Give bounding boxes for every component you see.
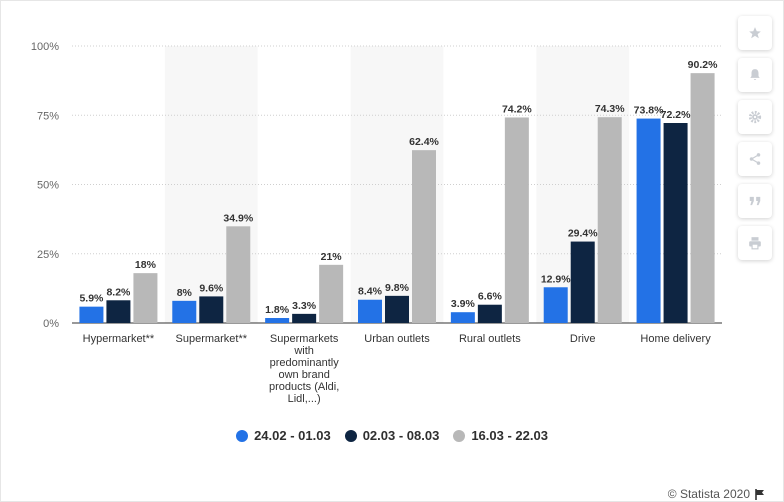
data-label: 9.8% bbox=[385, 282, 410, 294]
data-label: 74.2% bbox=[502, 103, 532, 115]
bar bbox=[597, 117, 622, 324]
data-label: 1.8% bbox=[265, 304, 290, 316]
legend-label: 16.03 - 22.03 bbox=[471, 428, 548, 443]
bar bbox=[412, 150, 436, 323]
star-icon bbox=[749, 27, 761, 39]
bar bbox=[199, 296, 224, 323]
bar bbox=[385, 295, 409, 323]
data-label: 62.4% bbox=[409, 136, 439, 148]
legend-marker bbox=[453, 429, 466, 442]
data-label: 34.9% bbox=[223, 212, 253, 224]
bar bbox=[106, 300, 131, 323]
x-tick-label: Home delivery bbox=[640, 333, 711, 345]
bar bbox=[265, 318, 290, 323]
copyright-text[interactable]: © Statista 2020 bbox=[667, 487, 750, 501]
data-label: 73.8% bbox=[634, 105, 664, 117]
data-label: 29.4% bbox=[568, 228, 598, 240]
x-tick-label: Lidl,...) bbox=[288, 393, 321, 405]
y-tick-label: 0% bbox=[43, 318, 59, 330]
legend-label: 24.02 - 01.03 bbox=[254, 428, 331, 443]
bar bbox=[477, 304, 502, 323]
data-label: 8.2% bbox=[106, 286, 131, 298]
bar bbox=[172, 300, 197, 323]
data-label: 9.6% bbox=[199, 282, 224, 294]
data-label: 72.2% bbox=[661, 109, 691, 121]
y-tick-label: 25% bbox=[37, 249, 59, 261]
x-tick-label: Drive bbox=[570, 333, 596, 345]
x-tick-label: Supermarkets bbox=[270, 333, 339, 345]
bar bbox=[570, 241, 595, 323]
gear-icon bbox=[748, 110, 762, 124]
x-tick-label: Hypermarket** bbox=[83, 333, 155, 345]
bar bbox=[133, 273, 158, 323]
data-label: 90.2% bbox=[688, 59, 718, 71]
side-toolbar bbox=[738, 16, 772, 268]
settings-button[interactable] bbox=[738, 100, 772, 134]
bar bbox=[358, 299, 382, 323]
legend-item[interactable]: 16.03 - 22.03 bbox=[453, 428, 548, 443]
y-tick-label: 50% bbox=[37, 180, 59, 192]
bar bbox=[636, 118, 661, 323]
data-label: 74.3% bbox=[595, 103, 625, 115]
bar bbox=[79, 306, 104, 323]
x-tick-label: predominantly bbox=[270, 357, 340, 369]
print-button[interactable] bbox=[738, 226, 772, 260]
bar bbox=[663, 123, 688, 323]
data-label: 3.3% bbox=[292, 300, 317, 312]
data-label: 3.9% bbox=[451, 298, 476, 310]
favorite-button[interactable] bbox=[738, 16, 772, 50]
y-tick-label: 100% bbox=[31, 41, 59, 53]
data-label: 21% bbox=[321, 251, 343, 263]
x-tick-label: with bbox=[293, 345, 314, 357]
print-icon bbox=[749, 237, 761, 250]
share-button[interactable] bbox=[738, 142, 772, 176]
bar-chart: 0% 25% 50% 75% 100% 5.9%8.2% 18% Hypermarket** 8… bbox=[31, 41, 722, 405]
bar bbox=[226, 226, 251, 323]
data-label: 8% bbox=[177, 287, 193, 299]
legend-marker bbox=[344, 429, 357, 442]
footer: © Statista 2020 bbox=[668, 487, 765, 501]
flag-icon[interactable] bbox=[755, 488, 765, 500]
legend-marker bbox=[236, 429, 249, 442]
y-tick-label: 75% bbox=[37, 110, 59, 122]
share-icon bbox=[749, 153, 761, 165]
bar bbox=[690, 73, 715, 323]
bar bbox=[450, 312, 475, 323]
legend-item[interactable]: 24.02 - 01.03 bbox=[236, 428, 331, 443]
x-tick-label: own brand bbox=[278, 369, 329, 381]
bar bbox=[543, 287, 568, 323]
x-tick-label: Rural outlets bbox=[459, 333, 521, 345]
cite-button[interactable] bbox=[738, 184, 772, 218]
quote-icon bbox=[749, 196, 761, 206]
bell-icon bbox=[750, 69, 760, 80]
bar bbox=[504, 117, 529, 323]
bar bbox=[292, 313, 317, 323]
data-label: 8.4% bbox=[358, 286, 383, 298]
data-label: 5.9% bbox=[79, 293, 104, 305]
legend-item[interactable]: 02.03 - 08.03 bbox=[344, 428, 440, 443]
legend-label: 02.03 - 08.03 bbox=[362, 428, 440, 443]
data-label: 18% bbox=[135, 259, 157, 271]
data-label: 6.6% bbox=[478, 291, 503, 303]
legend: 24.02 - 01.03 02.03 - 08.03 16.03 - 22.03 bbox=[1, 428, 783, 443]
notification-button[interactable] bbox=[738, 58, 772, 92]
x-tick-label: Supermarket** bbox=[176, 333, 248, 345]
x-tick-label: products (Aldi, bbox=[269, 381, 339, 393]
bar bbox=[319, 264, 344, 323]
x-tick-label: Urban outlets bbox=[364, 333, 430, 345]
data-label: 12.9% bbox=[541, 273, 571, 285]
